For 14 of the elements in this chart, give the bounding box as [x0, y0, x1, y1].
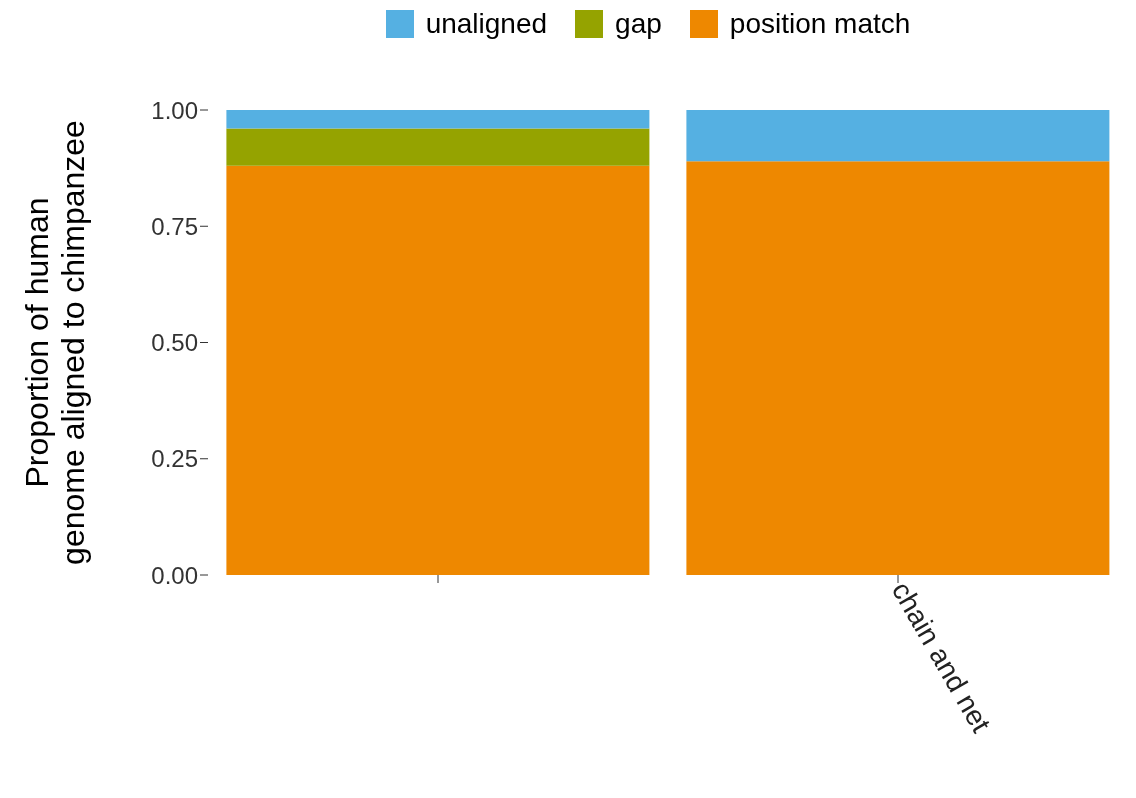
y-tick-label: 0.00 [151, 561, 198, 589]
y-tick-label: 0.50 [151, 329, 198, 357]
legend-label: position match [729, 8, 911, 40]
y-axis-title: Proportion of human genome aligned to chimpanzee [19, 120, 91, 565]
bar [226, 110, 650, 129]
y-tick-label: 1.00 [151, 96, 198, 124]
bar [226, 165, 650, 575]
legend-label: gap [615, 8, 662, 40]
bar [226, 128, 650, 166]
y-tick-label: 0.25 [151, 445, 198, 473]
y-tick-label: 0.75 [151, 212, 198, 240]
legend-label: unaligned [425, 8, 548, 40]
bar [686, 110, 1110, 162]
bar [686, 161, 1110, 575]
